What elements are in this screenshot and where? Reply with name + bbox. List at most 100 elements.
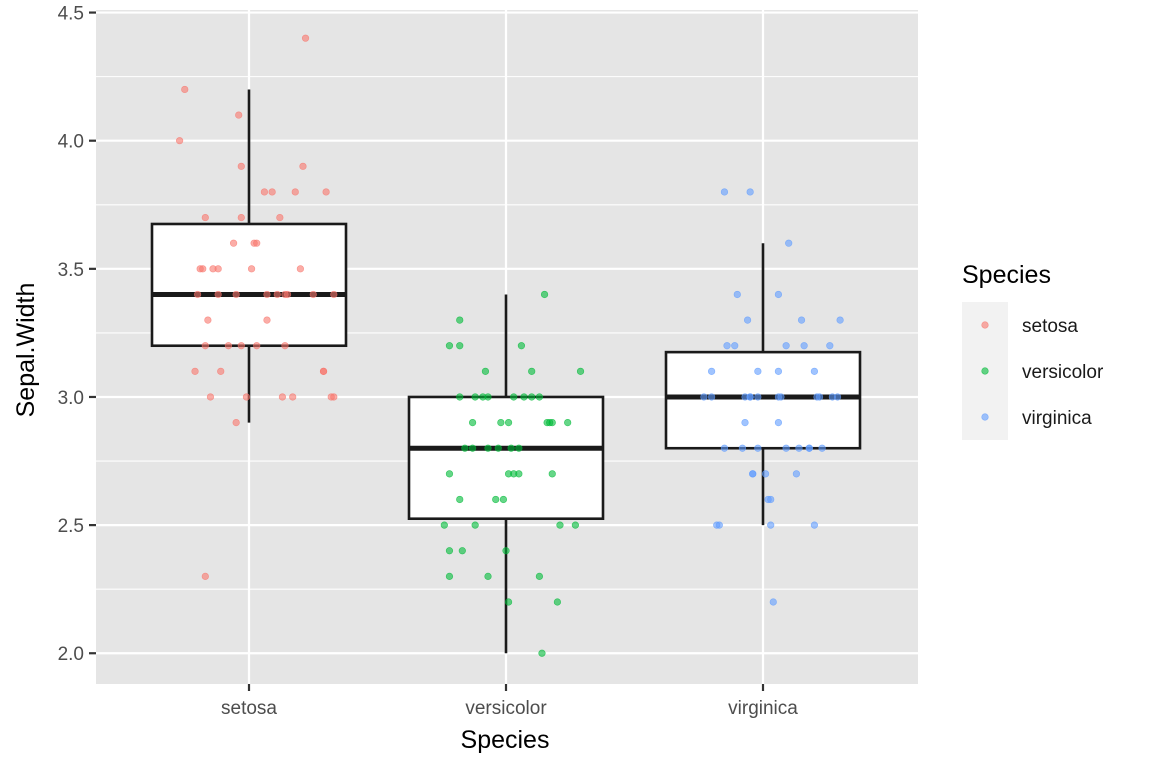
data-point bbox=[214, 290, 222, 299]
data-point bbox=[276, 213, 284, 222]
data-point bbox=[707, 393, 716, 401]
data-point bbox=[833, 393, 842, 401]
x-tick-label: versicolor bbox=[465, 698, 547, 719]
data-point bbox=[461, 444, 469, 452]
legend-label: versicolor bbox=[1022, 362, 1104, 383]
data-point bbox=[253, 239, 261, 247]
points-virginica bbox=[700, 188, 844, 606]
data-point bbox=[785, 239, 793, 247]
data-point bbox=[741, 419, 749, 427]
data-point bbox=[492, 495, 500, 504]
data-point bbox=[517, 342, 526, 350]
data-point bbox=[322, 188, 330, 196]
data-point bbox=[299, 162, 307, 170]
boxplot-layer bbox=[150, 89, 862, 654]
data-point bbox=[774, 367, 783, 375]
legend-key-versicolor bbox=[981, 367, 989, 375]
iqr-box bbox=[664, 350, 862, 450]
data-point bbox=[296, 265, 305, 273]
data-point bbox=[229, 239, 238, 247]
data-point bbox=[289, 393, 297, 401]
data-point bbox=[800, 342, 808, 350]
data-point bbox=[564, 419, 572, 427]
data-point bbox=[201, 342, 209, 350]
data-point bbox=[456, 316, 464, 324]
box-setosa bbox=[150, 89, 348, 423]
y-axis: 2.0 2.5 3.0 3.5 4.0 4.5 bbox=[58, 4, 96, 665]
data-point bbox=[553, 598, 562, 606]
data-point bbox=[782, 444, 790, 452]
data-point bbox=[499, 495, 508, 504]
data-point bbox=[774, 419, 783, 427]
data-point bbox=[440, 521, 448, 529]
data-point bbox=[754, 444, 762, 452]
data-point bbox=[510, 393, 518, 401]
data-point bbox=[540, 290, 549, 299]
data-point bbox=[242, 393, 251, 401]
points-setosa bbox=[176, 34, 338, 580]
data-point bbox=[468, 444, 477, 452]
data-point bbox=[713, 521, 721, 529]
data-point bbox=[520, 393, 528, 401]
data-point bbox=[792, 470, 801, 478]
legend: Species setosa versicolor virginica bbox=[962, 261, 1104, 440]
data-point bbox=[795, 444, 803, 452]
data-point bbox=[201, 572, 209, 580]
data-point bbox=[528, 393, 536, 401]
data-point bbox=[774, 393, 783, 401]
data-point bbox=[723, 342, 731, 350]
data-point bbox=[330, 290, 338, 299]
data-point bbox=[707, 367, 716, 375]
data-point bbox=[535, 572, 544, 580]
data-point bbox=[836, 316, 844, 324]
data-point bbox=[738, 444, 747, 452]
data-point bbox=[445, 342, 454, 350]
data-point bbox=[214, 265, 222, 273]
data-point bbox=[484, 444, 492, 452]
x-axis-title: Species bbox=[461, 726, 550, 754]
data-point bbox=[805, 444, 813, 452]
data-point bbox=[458, 547, 466, 555]
data-point bbox=[764, 495, 772, 504]
x-axis: setosa versicolor virginica bbox=[221, 684, 798, 719]
data-point bbox=[232, 419, 240, 427]
data-point bbox=[741, 393, 749, 401]
data-point bbox=[797, 316, 806, 324]
data-point bbox=[556, 521, 564, 529]
data-point bbox=[507, 444, 515, 452]
legend-title: Species bbox=[962, 261, 1051, 289]
data-point bbox=[253, 342, 261, 350]
data-point bbox=[176, 137, 184, 145]
data-point bbox=[826, 342, 834, 350]
data-point bbox=[484, 572, 492, 580]
points-versicolor bbox=[440, 290, 585, 657]
data-point bbox=[510, 470, 518, 478]
data-point bbox=[528, 367, 536, 375]
jitter-points-layer bbox=[176, 34, 844, 657]
data-point bbox=[232, 290, 240, 299]
data-point bbox=[754, 393, 762, 401]
data-point bbox=[327, 393, 335, 401]
data-point bbox=[749, 470, 757, 478]
data-point bbox=[456, 342, 464, 350]
data-point bbox=[515, 444, 523, 452]
data-point bbox=[743, 316, 752, 324]
data-point bbox=[571, 521, 579, 529]
data-point bbox=[782, 342, 790, 350]
data-point bbox=[546, 419, 554, 427]
box-virginica bbox=[664, 243, 862, 526]
data-point bbox=[504, 598, 513, 606]
data-point bbox=[204, 316, 212, 324]
y-tick-label: 2.0 bbox=[58, 644, 84, 665]
data-point bbox=[769, 598, 777, 606]
data-point bbox=[201, 213, 209, 222]
legend-label: setosa bbox=[1022, 316, 1078, 337]
data-point bbox=[281, 342, 289, 350]
data-point bbox=[502, 547, 510, 555]
data-point bbox=[548, 470, 556, 478]
data-point bbox=[217, 367, 225, 375]
data-point bbox=[235, 111, 243, 119]
data-point bbox=[538, 649, 546, 657]
legend-key-virginica bbox=[981, 413, 989, 421]
